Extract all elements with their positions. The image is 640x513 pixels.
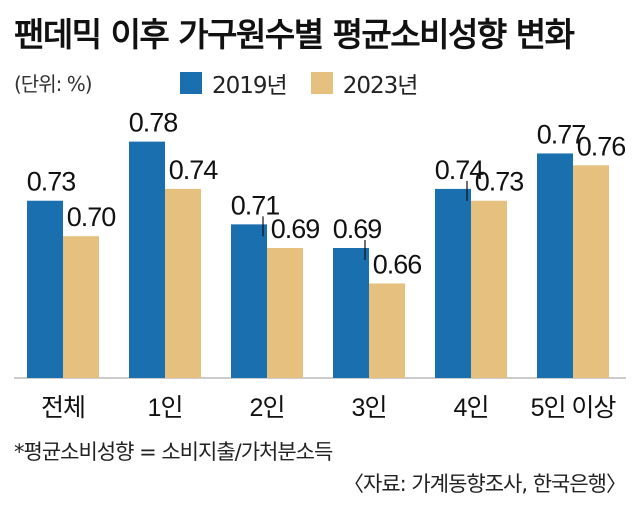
value-label-2019-5: 0.77	[537, 119, 586, 149]
bar-2019-5	[537, 153, 573, 378]
bar-2023-3	[369, 283, 405, 378]
bar-2019-0	[27, 200, 63, 378]
footnote: *평균소비성향 = 소비지출/가처분소득	[14, 440, 333, 464]
category-label-1: 1인	[148, 394, 183, 422]
category-label-0: 전체	[41, 394, 85, 422]
bar-2019-4	[435, 188, 471, 378]
category-label-5: 5인 이상	[531, 394, 617, 422]
legend: 2019년 2023년	[180, 66, 419, 100]
bar-2023-5	[573, 165, 609, 378]
value-label-2023-3: 0.66	[373, 249, 422, 279]
value-label-2019-3: 0.69	[333, 214, 382, 244]
value-label-2019-2: 0.71	[231, 190, 280, 220]
value-label-2023-1: 0.74	[169, 155, 219, 185]
legend-swatch-2019	[180, 72, 202, 94]
bar-2019-2	[231, 224, 267, 378]
value-label-2019-1: 0.78	[129, 108, 178, 138]
legend-label-2019: 2019년	[212, 73, 288, 99]
category-label-3: 3인	[352, 394, 387, 422]
bar-2023-0	[63, 236, 99, 378]
bar-2023-2	[267, 248, 303, 378]
value-label-2019-4: 0.74	[435, 155, 485, 185]
category-label-2: 2인	[250, 394, 285, 422]
unit-label: (단위: %)	[14, 72, 93, 96]
legend-swatch-2023	[310, 72, 333, 94]
value-label-2019-0: 0.73	[27, 167, 76, 197]
bar-2019-3	[333, 248, 369, 378]
value-label-2023-4: 0.73	[475, 167, 524, 197]
legend-item-2023: 2023년	[310, 66, 419, 100]
legend-label-2023: 2023년	[342, 73, 419, 99]
bar-2023-1	[165, 188, 201, 378]
legend-item-2019: 2019년	[180, 66, 288, 100]
value-label-2023-5: 0.76	[577, 131, 626, 161]
bar-2019-1	[129, 141, 165, 378]
chart-title: 팬데믹 이후 가구원수별 평균소비성향 변화	[14, 15, 575, 54]
value-label-2023-0: 0.70	[67, 202, 116, 232]
source-note: 〈자료: 가계동향조사, 한국은행〉	[343, 472, 627, 496]
bar-2023-4	[471, 200, 507, 378]
category-label-4: 4인	[454, 394, 489, 422]
value-label-2023-2: 0.69	[271, 214, 320, 244]
